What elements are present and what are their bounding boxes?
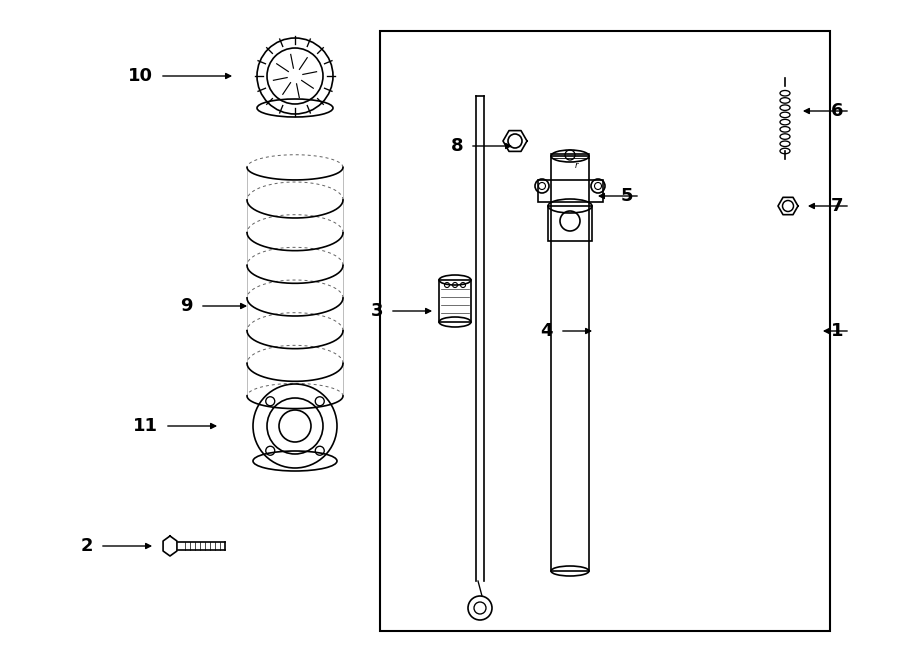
Text: 10: 10	[128, 67, 153, 85]
Bar	[548, 206, 592, 241]
Text: 5: 5	[620, 187, 633, 205]
Bar	[551, 156, 589, 571]
Text: 8: 8	[450, 137, 463, 155]
Text: r: r	[575, 161, 579, 170]
Text: 7: 7	[831, 197, 843, 215]
Text: 6: 6	[831, 102, 843, 120]
Text: 3: 3	[371, 302, 383, 320]
Text: 2: 2	[80, 537, 93, 555]
Bar	[537, 180, 602, 202]
Text: 4: 4	[541, 322, 553, 340]
Text: 9: 9	[181, 297, 193, 315]
Bar	[439, 280, 471, 322]
Text: 11: 11	[133, 417, 158, 435]
Text: 1: 1	[831, 322, 843, 340]
Bar	[380, 31, 830, 631]
